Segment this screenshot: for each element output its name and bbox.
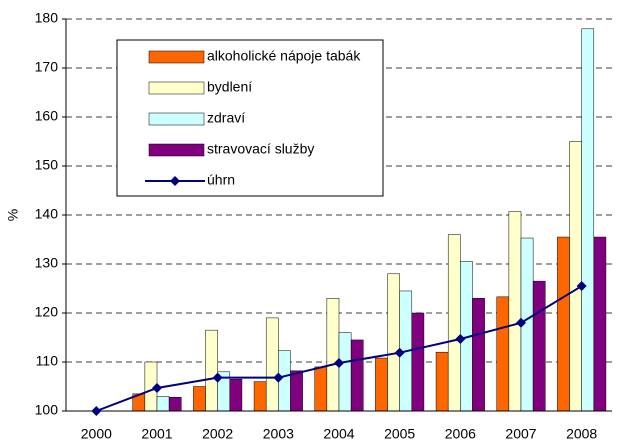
legend-swatch [148, 143, 205, 157]
marker [576, 281, 587, 292]
bar [265, 317, 279, 412]
y-tick-label: 150 [35, 157, 59, 173]
bar [387, 273, 400, 412]
x-tick-label: 2006 [445, 426, 476, 442]
y-tick-label: 180 [35, 10, 59, 26]
x-tick-label: 2002 [202, 426, 233, 442]
legend-label: bydlení [207, 79, 252, 95]
marker [394, 347, 405, 358]
bar [253, 381, 267, 412]
legend-label: úhrn [207, 172, 235, 188]
bar [314, 366, 328, 412]
x-tick-label: 2007 [505, 426, 536, 442]
bar [278, 350, 291, 412]
y-tick-label: 140 [35, 206, 59, 222]
x-tick-label: 2001 [141, 426, 172, 442]
x-tick-label: 2003 [263, 426, 294, 442]
bar [569, 141, 582, 412]
bar [193, 386, 206, 412]
bar [508, 211, 522, 412]
bar [557, 236, 570, 412]
bar [472, 298, 485, 412]
marker [91, 406, 102, 416]
legend-swatch [148, 112, 205, 126]
legend-label: zdraví [207, 110, 245, 126]
marker [152, 382, 162, 393]
bar [411, 312, 425, 412]
legend-swatch [148, 81, 205, 95]
y-tick-label: 170 [35, 59, 59, 75]
bar [156, 396, 170, 412]
bar [581, 28, 595, 412]
y-tick-label: 120 [35, 304, 59, 320]
bar [168, 397, 182, 412]
bar [205, 329, 218, 412]
legend-label: stravovací služby [207, 141, 314, 157]
marker [455, 333, 466, 344]
y-axis-label: % [5, 209, 21, 221]
marker [334, 357, 344, 368]
x-tick-label: 2000 [81, 426, 112, 442]
legend-swatch [170, 176, 180, 186]
legend-swatch [148, 50, 205, 64]
x-tick-label: 2005 [384, 426, 415, 442]
marker [273, 372, 284, 383]
x-tick-label: 2008 [566, 426, 597, 442]
y-tick-label: 100 [35, 402, 59, 418]
marker [516, 317, 526, 328]
y-tick-label: 130 [35, 255, 59, 271]
bar [496, 296, 510, 412]
bar [593, 236, 607, 412]
bar [532, 280, 546, 412]
marker [212, 372, 223, 383]
bar [326, 298, 340, 412]
bar [350, 339, 364, 412]
bar [375, 357, 388, 412]
y-tick-label: 160 [35, 108, 59, 124]
bar [338, 332, 352, 412]
bar [447, 234, 461, 412]
bar [229, 378, 243, 412]
bar [435, 351, 449, 412]
x-tick-label: 2004 [323, 426, 354, 442]
y-tick-label: 110 [36, 353, 59, 369]
legend-label: alkoholické nápoje tabák [207, 48, 361, 64]
bar [290, 370, 303, 412]
